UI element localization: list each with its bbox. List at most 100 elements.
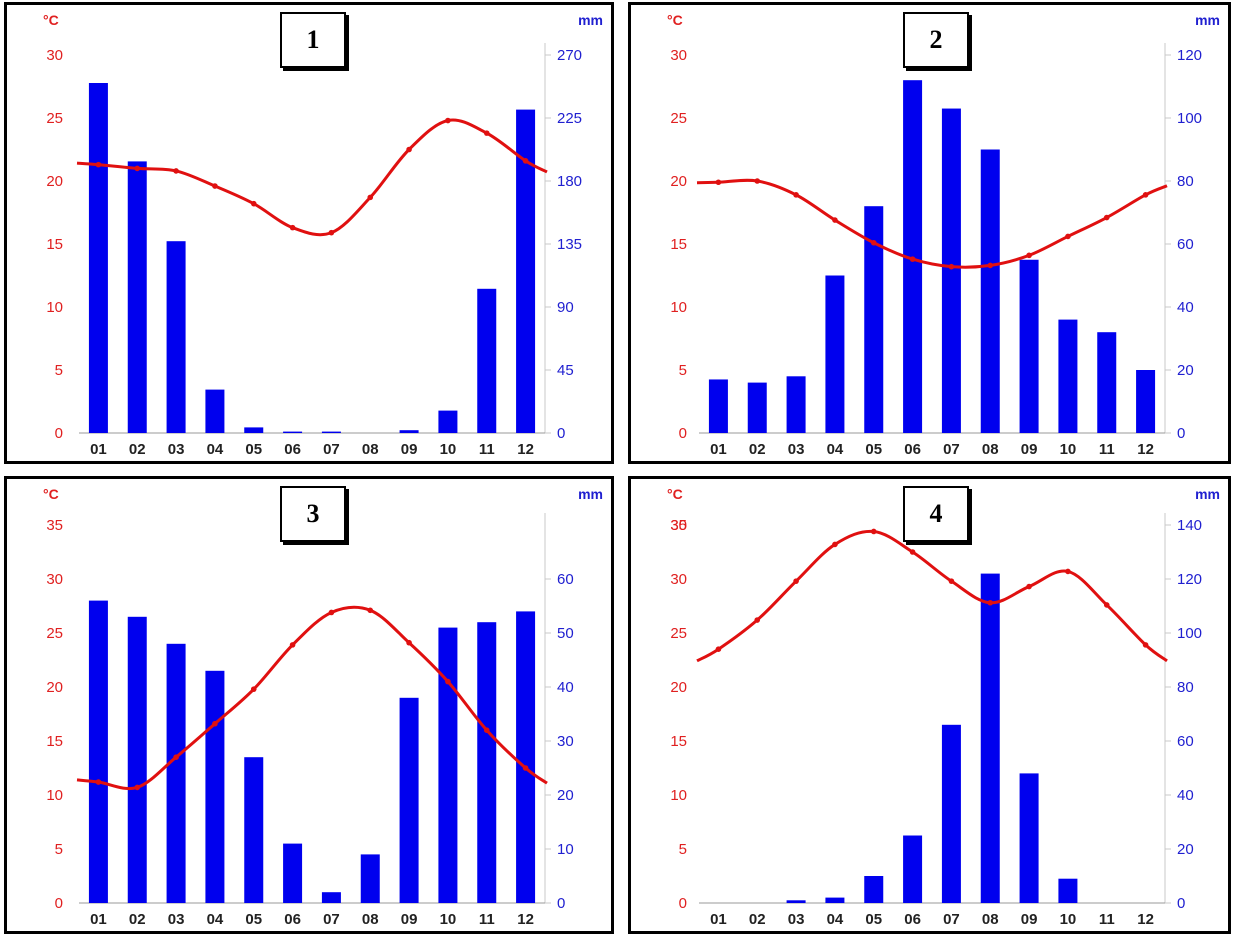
month-tick-label: 02 — [129, 441, 146, 458]
chart-number-label: 3 — [280, 486, 346, 542]
precipitation-tick-label: 120 — [1177, 47, 1202, 64]
temperature-point — [445, 117, 451, 124]
temperature-tick-label: 30 — [46, 47, 63, 64]
temperature-unit-label: °C — [43, 12, 59, 28]
precipitation-bar — [786, 900, 806, 903]
temperature-point — [870, 239, 877, 246]
month-tick-label: 01 — [710, 441, 727, 458]
precipitation-bar — [321, 892, 341, 903]
chart-number-label: 4 — [903, 486, 969, 542]
temperature-point — [909, 256, 916, 262]
precipitation-bar — [864, 206, 884, 433]
precipitation-bar — [88, 600, 108, 903]
month-tick-label: 04 — [827, 911, 844, 928]
precipitation-bar — [360, 854, 380, 903]
temperature-point — [909, 549, 916, 555]
precipitation-tick-label: 135 — [557, 236, 582, 253]
month-tick-label: 10 — [440, 441, 457, 458]
precipitation-unit-label: mm — [578, 486, 603, 502]
temperature-point — [754, 617, 761, 623]
temperature-tick-label: 10 — [46, 299, 63, 316]
temperature-point — [483, 130, 490, 136]
temperature-tick-label: 30 — [46, 571, 63, 588]
temperature-unit-label: °C — [43, 486, 59, 502]
precipitation-tick-label: 40 — [1177, 787, 1194, 804]
month-tick-label: 12 — [517, 441, 534, 458]
precipitation-tick-label: 80 — [1177, 679, 1194, 696]
month-tick-label: 01 — [90, 441, 107, 458]
precipitation-tick-label: 60 — [557, 571, 574, 588]
temperature-tick-label: 25 — [670, 110, 687, 127]
temperature-point — [445, 678, 451, 685]
temperature-point — [754, 178, 761, 184]
temperature-point — [522, 158, 529, 164]
temperature-point — [367, 194, 374, 201]
month-tick-label: 12 — [1137, 911, 1154, 928]
precipitation-bar — [477, 288, 497, 433]
temperature-point — [522, 765, 529, 771]
precipitation-bar — [825, 897, 845, 903]
precipitation-bar — [941, 108, 961, 434]
month-tick-label: 12 — [1137, 441, 1154, 458]
precipitation-tick-label: 40 — [557, 679, 574, 696]
temperature-unit-label: °C — [667, 12, 683, 28]
temperature-tick-label: 15 — [46, 733, 63, 750]
month-tick-label: 07 — [323, 911, 340, 928]
temperature-line — [696, 529, 1168, 663]
month-tick-label: 09 — [401, 441, 418, 458]
temperature-tick-label: 10 — [670, 787, 687, 804]
precipitation-bar — [1136, 370, 1156, 433]
precipitation-bar — [205, 670, 225, 903]
temperature-point — [367, 607, 374, 614]
month-tick-label: 04 — [827, 441, 844, 458]
chart-number-label: 2 — [903, 12, 969, 68]
temperature-tick-label: 30 — [670, 47, 687, 64]
chart-svg-4: °C mm051015202530353002040608010012014001… — [667, 486, 1220, 928]
precipitation-bar — [283, 431, 303, 433]
temperature-line — [76, 118, 548, 237]
temperature-tick-label: 0 — [679, 425, 687, 442]
precipitation-bar — [166, 241, 186, 433]
precipitation-bar — [244, 757, 264, 903]
temperature-tick-label: 5 — [679, 841, 687, 858]
month-tick-label: 03 — [168, 911, 185, 928]
month-tick-label: 01 — [710, 911, 727, 928]
temperature-point — [328, 609, 335, 616]
month-tick-label: 02 — [749, 911, 766, 928]
month-tick-label: 01 — [90, 911, 107, 928]
precipitation-tick-label: 20 — [1177, 841, 1194, 858]
temperature-tick-label: 5 — [55, 362, 63, 379]
temperature-unit-label: °C — [667, 486, 683, 502]
precipitation-bar — [127, 161, 147, 433]
precipitation-tick-label: 20 — [557, 787, 574, 804]
temperature-tick-label: 20 — [670, 173, 687, 190]
precipitation-unit-label: mm — [1195, 486, 1220, 502]
precipitation-bar — [205, 389, 225, 433]
precipitation-bar — [825, 275, 845, 433]
month-tick-label: 03 — [168, 441, 185, 458]
month-tick-label: 05 — [865, 911, 882, 928]
precipitation-tick-label: 20 — [1177, 362, 1194, 379]
precipitation-bar — [516, 109, 536, 433]
precipitation-bar — [1019, 773, 1039, 903]
precipitation-tick-label: 140 — [1177, 517, 1202, 534]
temperature-point — [1142, 642, 1149, 648]
precipitation-bar — [166, 643, 186, 903]
temperature-point — [1142, 192, 1149, 198]
month-tick-label: 12 — [517, 911, 534, 928]
precipitation-tick-label: 0 — [557, 895, 565, 912]
temperature-tick-label: 15 — [670, 733, 687, 750]
precipitation-tick-label: 0 — [1177, 895, 1185, 912]
temperature-point — [715, 646, 722, 652]
month-tick-label: 08 — [982, 441, 999, 458]
temperature-tick-label: 0 — [679, 895, 687, 912]
precipitation-tick-label: 225 — [557, 110, 582, 127]
temperature-point — [987, 262, 994, 269]
precipitation-bar — [516, 611, 536, 903]
month-tick-label: 08 — [362, 441, 379, 458]
temperature-tick-label: 10 — [46, 787, 63, 804]
temperature-point — [948, 263, 955, 270]
temperature-point — [1103, 214, 1110, 221]
precipitation-bar — [399, 697, 419, 903]
